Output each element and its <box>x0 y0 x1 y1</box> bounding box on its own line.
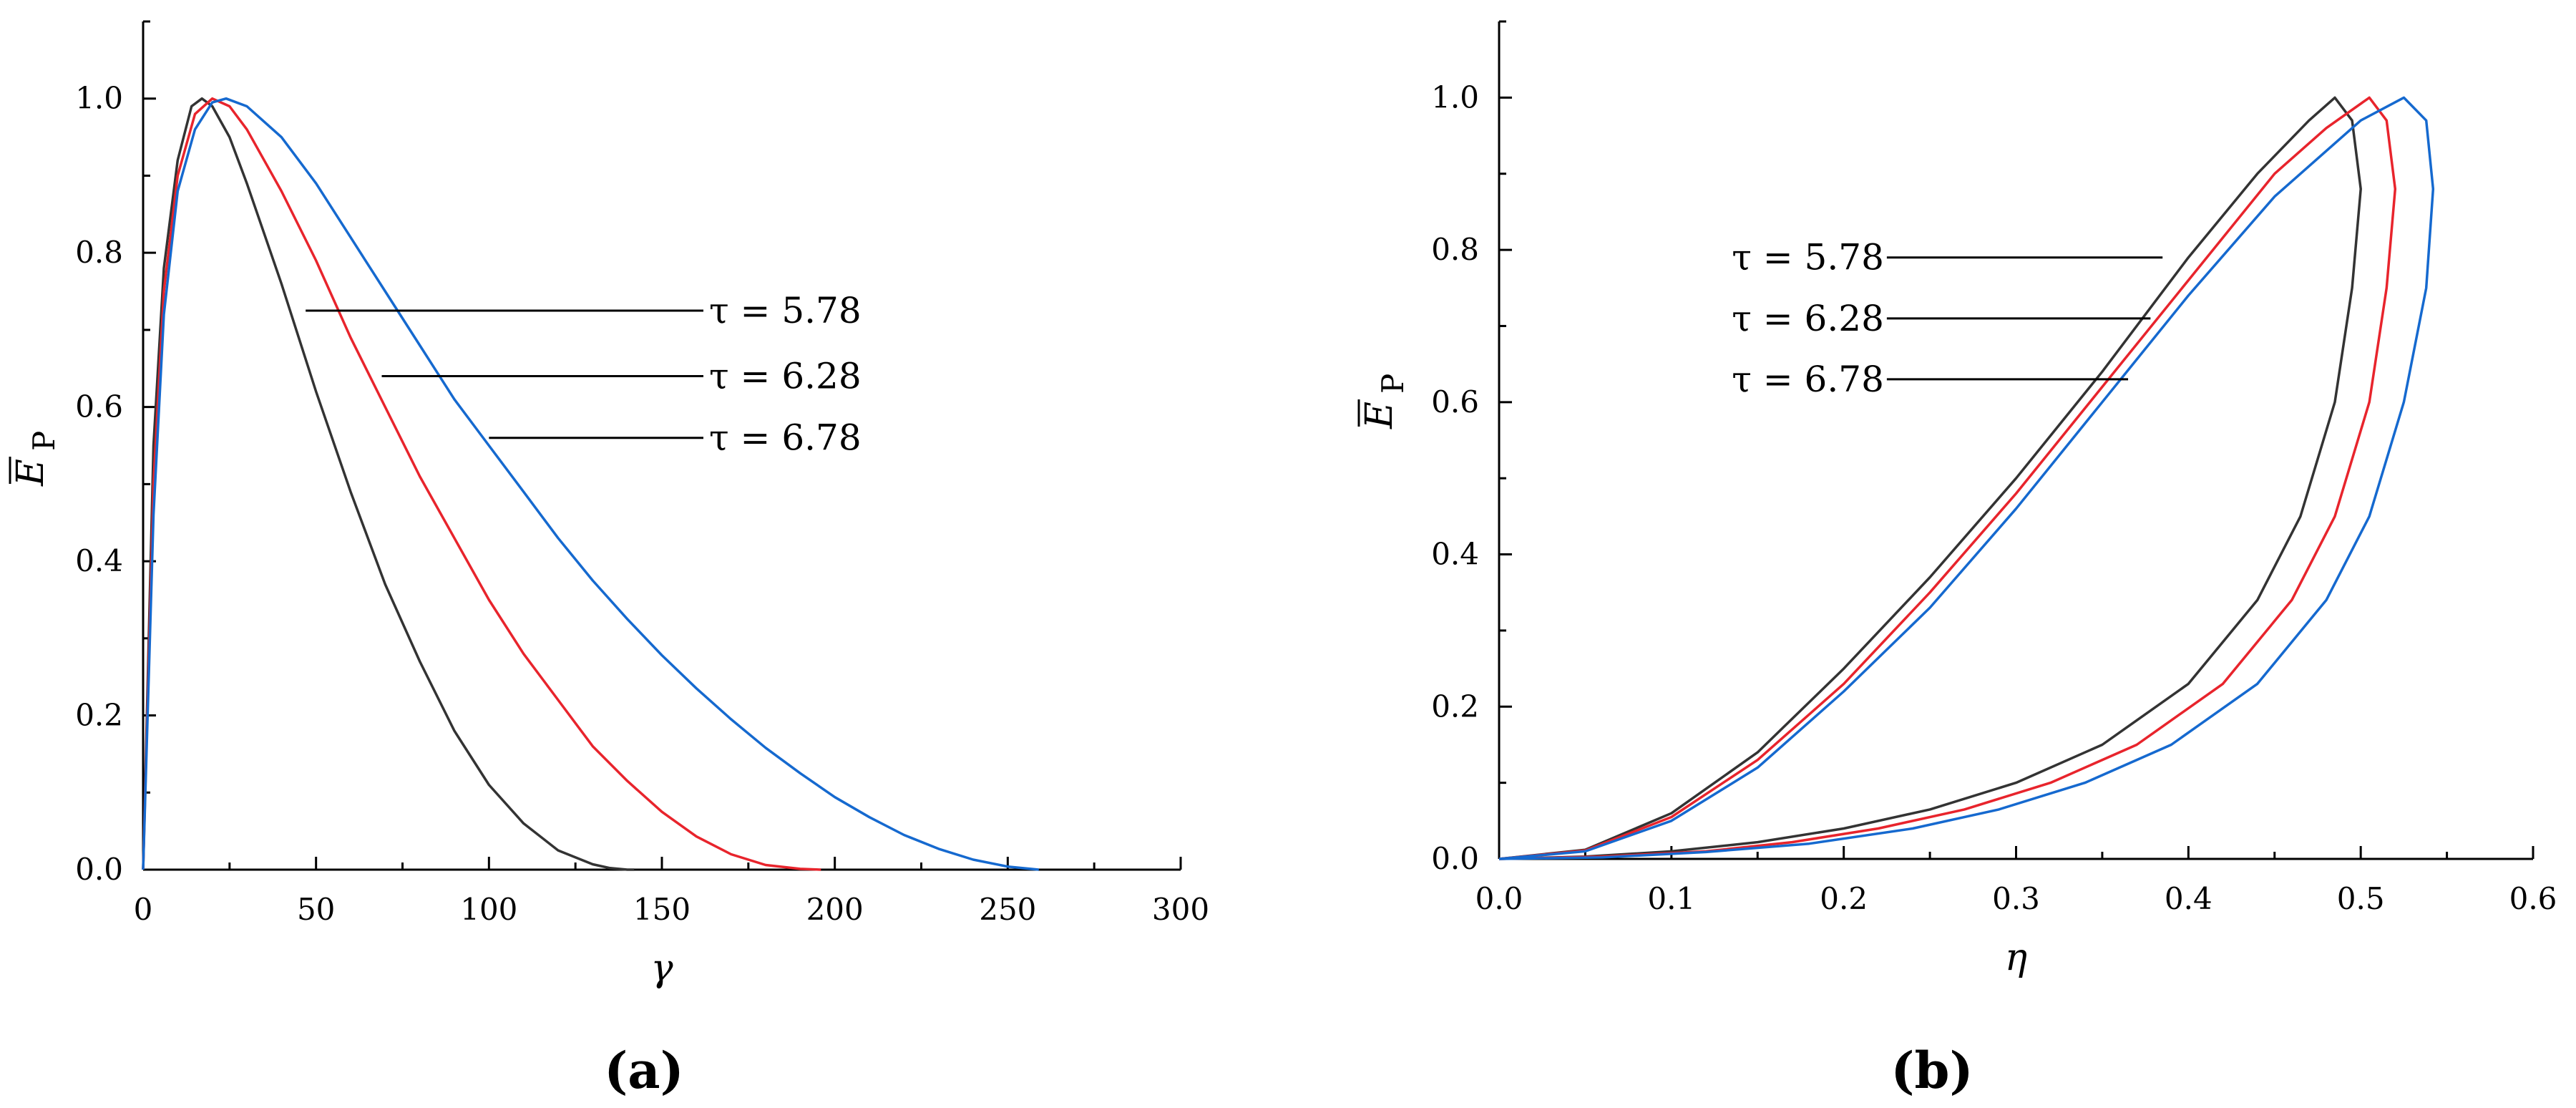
y-tick-label: 0.0 <box>75 852 123 887</box>
y-axis-title: EP <box>9 431 62 487</box>
annotation-label: τ = 6.28 <box>709 356 862 397</box>
series-line-2 <box>142 97 821 871</box>
x-axis-title: γ <box>650 947 673 990</box>
series-line-3 <box>142 97 1039 871</box>
series-line-3 <box>1498 96 2435 860</box>
annotation-label: τ = 6.28 <box>1732 298 1884 339</box>
y-axis-title-main: E <box>1358 402 1401 429</box>
y-tick-label: 0.8 <box>75 235 123 270</box>
annotation-label: τ = 5.78 <box>709 290 862 331</box>
x-tick-label: 50 <box>297 892 335 927</box>
series-line-1 <box>1498 96 2362 860</box>
y-tick-label: 0.0 <box>1431 841 1479 876</box>
y-tick-label: 0.2 <box>75 698 123 733</box>
y-tick-label: 1.0 <box>75 81 123 116</box>
panel-a: 0 50 100 150 200 250 3000.00.20.40.60.81.0γEPτ… <box>9 20 1209 1100</box>
x-tick-label: 0.0 <box>1475 881 1523 916</box>
annotation-label: τ = 6.78 <box>1732 359 1884 400</box>
y-tick-label: 0.8 <box>1431 232 1479 267</box>
panel-label: (a) <box>604 1041 684 1100</box>
x-tick-label: 250 <box>979 892 1036 927</box>
x-axis-title: η <box>2005 936 2027 979</box>
y-tick-label: 1.0 <box>1431 79 1479 115</box>
series-line-2 <box>1498 96 2397 860</box>
y-tick-label: 0.4 <box>1431 537 1479 572</box>
y-tick-label: 0.4 <box>75 543 123 578</box>
y-axis-title-sub: P <box>26 431 62 451</box>
x-tick-label: 150 <box>633 892 691 927</box>
x-tick-label: 0.3 <box>1992 881 2040 916</box>
panel-label: (b) <box>1890 1041 1973 1100</box>
x-tick-label: 300 <box>1152 892 1209 927</box>
x-tick-label: 0.4 <box>2165 881 2212 916</box>
y-tick-label: 0.6 <box>1431 384 1479 419</box>
annotation-label: τ = 6.78 <box>709 417 862 459</box>
y-tick-label: 0.2 <box>1431 689 1479 724</box>
x-tick-label: 0 <box>134 892 153 927</box>
x-tick-label: 0.5 <box>2337 881 2385 916</box>
y-axis-title-main: E <box>9 459 52 487</box>
x-tick-label: 100 <box>460 892 517 927</box>
x-tick-label: 0.1 <box>1647 881 1695 916</box>
y-axis-title-sub: P <box>1375 374 1410 394</box>
panel-b: 0.0 0.1 0.2 0.3 0.4 0.5 0.6 0.0 0.2 0.4 0.6 0.8 1.0 η… <box>1357 20 2557 1100</box>
y-tick-label: 0.6 <box>75 389 123 424</box>
x-tick-label: 0.6 <box>2509 881 2557 916</box>
y-axis-title: EP <box>1357 374 1410 429</box>
x-tick-label: 0.2 <box>1820 881 1868 916</box>
x-tick-label: 200 <box>806 892 864 927</box>
series-line-1 <box>142 97 635 871</box>
annotation-label: τ = 5.78 <box>1732 237 1884 278</box>
